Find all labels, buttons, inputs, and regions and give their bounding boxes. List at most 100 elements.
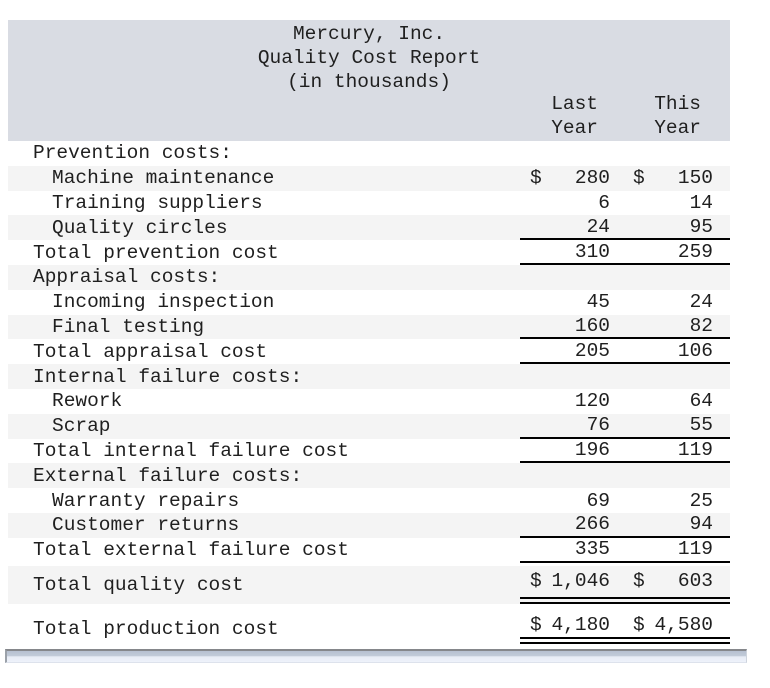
last-year-value: 335	[574, 538, 610, 561]
report-title-block: Mercury, Inc. Quality Cost Report (in th…	[8, 20, 730, 95]
row-amounts: 335 119	[520, 538, 730, 563]
column-header-last-year: Last Year	[520, 92, 610, 140]
row-label: Quality circles	[52, 216, 228, 239]
last-year-cell: 24	[520, 215, 610, 238]
dollar-sign-last: $	[530, 570, 542, 593]
last-year-value: 205	[574, 339, 610, 362]
row-amounts: 310 259	[520, 240, 730, 265]
row-label: Prevention costs:	[33, 142, 232, 165]
this-year-cell: 24	[610, 290, 730, 315]
last-year-cell: 205	[520, 339, 610, 362]
row-label: Total internal failure cost	[33, 439, 349, 462]
dollar-sign-this: $	[633, 570, 645, 593]
last-year-cell: 45	[520, 290, 610, 315]
row-label: Scrap	[52, 415, 111, 438]
last-year-cell	[520, 141, 610, 166]
last-year-cell: 310	[520, 240, 610, 263]
row-amounts: $ 280 $ 150	[520, 166, 730, 191]
this-year-value: 82	[689, 314, 713, 337]
last-year-cell	[520, 463, 610, 488]
last-year-cell: 6	[520, 191, 610, 216]
table-row: Quality circles 24 95	[8, 215, 730, 241]
horizontal-scrollbar[interactable]	[5, 648, 747, 663]
row-label: Rework	[52, 390, 123, 413]
table-row: Warranty repairs 69 25	[8, 488, 730, 513]
this-year-cell	[610, 265, 730, 290]
row-label: Machine maintenance	[52, 167, 275, 190]
this-year-cell: 259	[610, 240, 730, 263]
dollar-sign-this: $	[633, 167, 645, 190]
last-year-value: 76	[586, 414, 610, 437]
column-headers: Last Year This Year	[520, 92, 730, 140]
this-year-value: 4,580	[654, 614, 713, 637]
this-year-value: 55	[689, 414, 713, 437]
last-year-value: 6	[598, 191, 610, 214]
this-year-cell: 106	[610, 339, 730, 362]
this-year-cell: 25	[610, 488, 730, 513]
dollar-sign-this: $	[633, 614, 645, 637]
row-label: Warranty repairs	[52, 489, 240, 512]
row-amounts	[520, 141, 730, 166]
row-label: Total external failure cost	[33, 539, 349, 562]
this-year-value: 64	[689, 390, 713, 413]
table-row: Training suppliers 6 14	[8, 191, 730, 216]
this-year-value: 119	[677, 538, 713, 561]
last-year-value: 310	[574, 240, 610, 263]
row-label: Total appraisal cost	[33, 340, 268, 363]
table-row: Total internal failure cost 196 119	[8, 439, 730, 464]
last-year-value: 1,046	[551, 570, 610, 593]
row-label: Appraisal costs:	[33, 266, 221, 289]
dollar-sign-last: $	[530, 167, 542, 190]
row-amounts: 76 55	[520, 414, 730, 439]
column-header-last-line2: Year	[551, 116, 598, 139]
this-year-cell: $ 603	[610, 566, 730, 597]
this-year-value: 119	[677, 438, 713, 461]
last-year-cell: 160	[520, 315, 610, 338]
row-amounts: 120 64	[520, 389, 730, 414]
table-row: External failure costs:	[8, 463, 730, 489]
table-row: Total external failure cost 335 119	[8, 538, 730, 563]
last-year-value: 24	[586, 215, 610, 238]
last-year-value: 280	[574, 167, 610, 190]
table-row: Rework 120 64	[8, 389, 730, 414]
row-amounts: 160 82	[520, 315, 730, 340]
this-year-cell: $ 150	[610, 166, 730, 191]
table-row: Machine maintenance $ 280 $ 150	[8, 165, 730, 191]
row-amounts: 6 14	[520, 191, 730, 216]
table-row: Customer returns 266 94	[8, 512, 730, 538]
company-name: Mercury, Inc.	[292, 23, 446, 45]
dollar-sign-last: $	[530, 614, 542, 637]
last-year-value: 45	[586, 291, 610, 314]
row-label: Customer returns	[52, 514, 240, 537]
table-row: Total appraisal cost 205 106	[8, 339, 730, 365]
this-year-cell: 119	[610, 439, 730, 462]
last-year-value: 266	[574, 513, 610, 536]
this-year-cell	[610, 141, 730, 166]
table-row: Incoming inspection 45 24	[8, 290, 730, 315]
last-year-value: 4,180	[551, 614, 610, 637]
table-row: Total quality cost $ 1,046 $ 603	[8, 565, 730, 604]
last-year-cell: $ 1,046	[520, 566, 610, 597]
row-label: Final testing	[52, 315, 205, 338]
last-year-value: 120	[574, 390, 610, 413]
this-year-value: 106	[677, 339, 713, 362]
this-year-value: 14	[689, 191, 713, 214]
row-label: Internal failure costs:	[33, 365, 303, 388]
row-label: Training suppliers	[52, 191, 263, 214]
row-amounts: 205 106	[520, 339, 730, 365]
column-header-this-line1: This	[654, 92, 701, 115]
last-year-value: 160	[574, 314, 610, 337]
last-year-cell: 120	[520, 389, 610, 414]
last-year-cell: $ 4,180	[520, 614, 610, 637]
this-year-cell	[610, 463, 730, 488]
report-title: Quality Cost Report	[257, 47, 481, 70]
this-year-cell: 55	[610, 414, 730, 437]
this-year-cell: 94	[610, 513, 730, 536]
table-row: Total prevention cost 310 259	[8, 240, 730, 265]
last-year-cell: 335	[520, 538, 610, 561]
table-row: Total production cost $ 4,180 $ 4,580	[8, 614, 730, 644]
row-label: Total production cost	[33, 617, 279, 640]
report-subtitle: (in thousands)	[287, 71, 451, 94]
table-row: Appraisal costs:	[8, 264, 730, 290]
this-year-value: 259	[677, 240, 713, 263]
